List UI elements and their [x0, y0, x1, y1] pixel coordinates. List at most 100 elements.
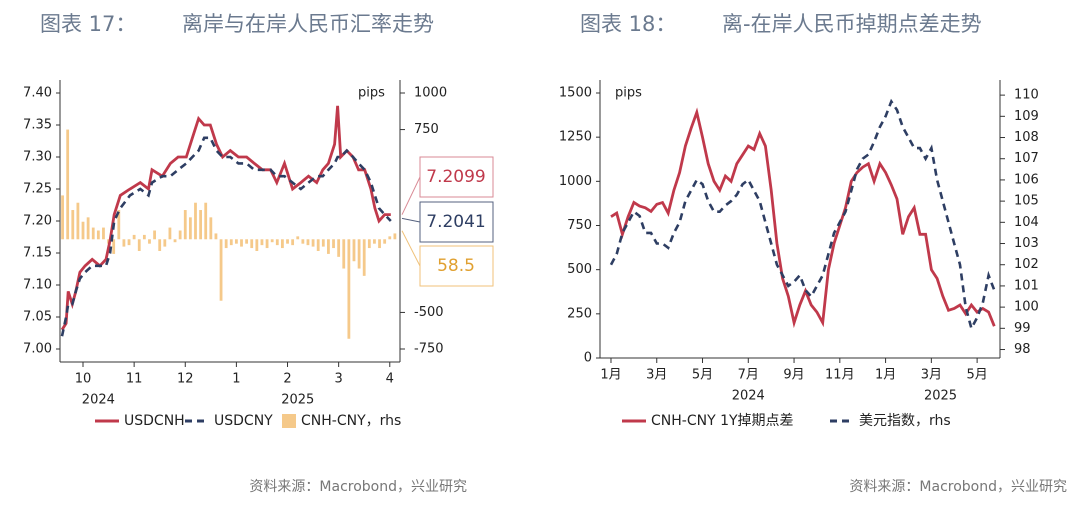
- bar: [148, 239, 151, 244]
- end-label-box: [419, 245, 494, 287]
- bar: [122, 239, 126, 247]
- bar: [81, 221, 85, 240]
- bar: [96, 230, 100, 240]
- y2-tick-label: 98: [1014, 342, 1031, 357]
- bar: [327, 239, 330, 254]
- x-tick-label: 3月: [921, 368, 942, 383]
- year-label: 2025: [281, 393, 314, 408]
- chart-title: 离岸与在岸人民币汇率走势: [182, 12, 434, 36]
- y-tick-label: 7.30: [23, 150, 52, 165]
- bar: [183, 210, 187, 240]
- y-tick-label: 7.15: [23, 246, 52, 261]
- series-line: [60, 105, 391, 331]
- y2-tick-label: 110: [1014, 88, 1039, 103]
- bar: [321, 239, 325, 247]
- bar: [132, 234, 136, 240]
- bar: [142, 234, 146, 240]
- y2-axis-label: pips: [358, 86, 385, 101]
- x-tick-label: 10: [75, 372, 92, 387]
- y-tick-label: 7.25: [23, 182, 52, 197]
- x-tick-label: 1: [232, 372, 240, 387]
- x-tick-label: 11: [126, 372, 143, 387]
- year-label: 2025: [924, 389, 957, 404]
- bar: [71, 210, 75, 240]
- y-tick-label: 7.35: [23, 118, 52, 133]
- x-tick-label: 5月: [966, 368, 987, 383]
- legend-label: USDCNH: [124, 413, 185, 429]
- bar: [362, 239, 366, 276]
- bar: [117, 210, 121, 240]
- y2-tick-label: -750: [414, 342, 444, 357]
- legend-label: 美元指数，rhs: [859, 413, 951, 429]
- x-tick-label: 4: [386, 372, 394, 387]
- bar: [270, 239, 274, 243]
- year-label: 2024: [732, 389, 765, 404]
- bar: [378, 239, 381, 249]
- bar: [127, 239, 131, 246]
- bar: [137, 239, 141, 251]
- x-tick-label: 1月: [875, 368, 896, 383]
- bar: [199, 210, 203, 240]
- legend-label: USDCNY: [214, 413, 273, 429]
- bar: [306, 239, 310, 246]
- y2-tick-label: 750: [414, 122, 439, 137]
- y2-tick-label: 103: [1014, 236, 1039, 251]
- y-tick-label: 1000: [559, 174, 592, 189]
- x-tick-label: 3月: [646, 368, 667, 383]
- bar: [311, 239, 315, 247]
- end-label-box: [419, 201, 494, 243]
- bar: [281, 239, 284, 249]
- y2-tick-label: 106: [1014, 172, 1039, 187]
- end-label: 7.2041: [426, 212, 485, 232]
- bar: [373, 239, 376, 244]
- bar: [91, 227, 95, 240]
- bar: [286, 239, 289, 244]
- bar: [194, 202, 197, 240]
- y-tick-label: 250: [567, 306, 592, 321]
- bar: [316, 239, 320, 251]
- x-tick-label: 5月: [692, 368, 713, 383]
- bar: [388, 236, 392, 240]
- bar: [61, 195, 64, 240]
- y2-tick-label: 100: [1014, 300, 1039, 315]
- y2-tick-label: 104: [1014, 215, 1039, 230]
- bar: [393, 233, 397, 240]
- bar: [168, 227, 172, 240]
- y-axis-label: pips: [615, 86, 642, 101]
- y2-tick-label: 108: [1014, 130, 1039, 145]
- bar: [250, 239, 254, 249]
- end-label: 7.2099: [426, 167, 485, 187]
- bar: [240, 239, 243, 247]
- bar: [214, 233, 218, 240]
- y-tick-label: 1500: [559, 86, 592, 101]
- y2-tick-label: 105: [1014, 194, 1039, 209]
- bar: [66, 129, 70, 240]
- bar: [178, 230, 182, 240]
- chart-number: 图表 18：: [580, 12, 676, 36]
- y-tick-label: 7.00: [23, 342, 52, 357]
- y2-tick-label: 1000: [414, 86, 447, 101]
- x-tick-label: 1月: [600, 368, 621, 383]
- end-label-connector: [401, 230, 421, 267]
- bar: [337, 239, 341, 257]
- y-tick-label: 750: [567, 218, 592, 233]
- bar: [86, 217, 90, 240]
- y2-tick-label: 109: [1014, 109, 1039, 124]
- bar: [255, 239, 259, 251]
- y2-tick-label: -500: [414, 305, 444, 320]
- bar: [229, 239, 233, 246]
- x-tick-label: 9月: [783, 368, 804, 383]
- legend-label: CNH-CNY 1Y掉期点差: [651, 413, 794, 429]
- bar: [224, 239, 228, 249]
- bar: [367, 239, 371, 249]
- bar: [352, 239, 356, 262]
- x-tick-label: 2: [283, 372, 291, 387]
- x-tick-label: 7月: [738, 368, 759, 383]
- bar: [260, 239, 264, 246]
- bar: [301, 239, 305, 244]
- bar: [173, 239, 177, 243]
- bar: [291, 239, 295, 246]
- bar: [112, 239, 116, 254]
- end-label-connector: [401, 176, 421, 215]
